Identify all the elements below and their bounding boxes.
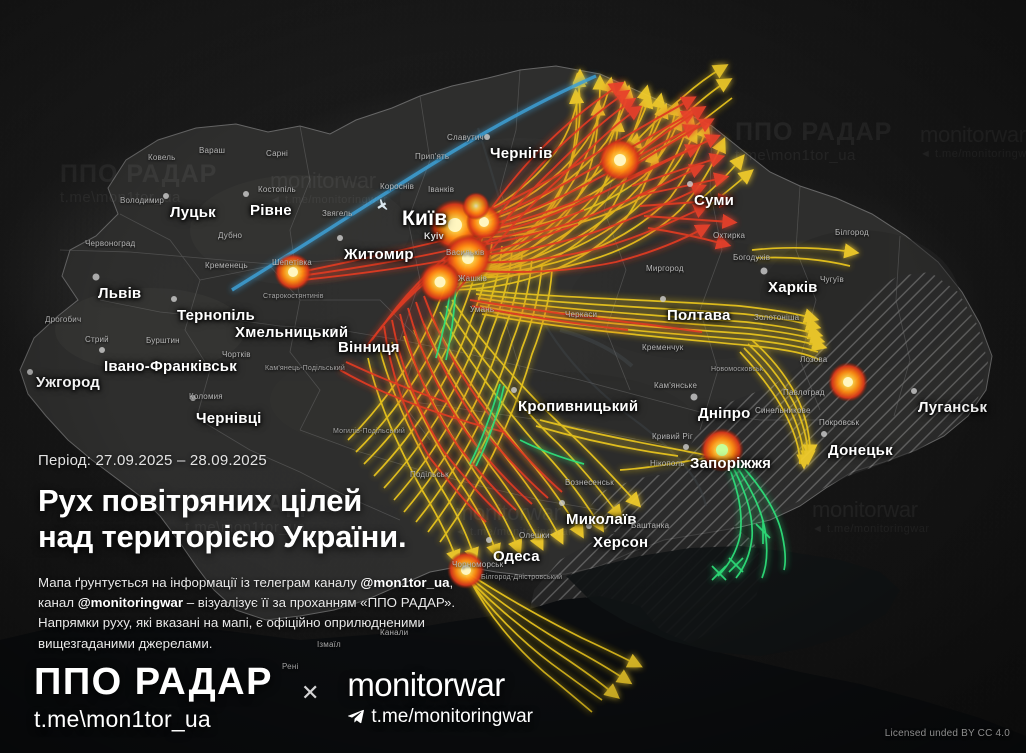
info-block: Період: 27.09.2025 – 28.09.2025 Рух пові… bbox=[38, 452, 458, 654]
impact-explosion bbox=[274, 253, 312, 291]
monitorwar-name: monitorwar bbox=[347, 666, 505, 703]
telegram-icon bbox=[348, 709, 365, 724]
impact-explosion bbox=[700, 428, 744, 472]
description-text: Мапа ґрунтується на інформації із телегр… bbox=[38, 574, 456, 651]
impact-explosion bbox=[419, 261, 461, 303]
impact-explosion bbox=[462, 192, 490, 220]
monitorwar-brand[interactable]: monitorwar t.me/monitoringwar bbox=[347, 668, 533, 726]
footer-branding: ППО РАДАР t.me\mon1tor_ua ✕ monitorwar t… bbox=[34, 663, 533, 731]
period-label: Період: 27.09.2025 – 28.09.2025 bbox=[38, 452, 267, 469]
impact-explosion bbox=[828, 362, 868, 402]
ppo-radar-name: ППО РАДАР bbox=[34, 661, 273, 703]
page-title: Рух повітряних цілей над територією Укра… bbox=[38, 483, 458, 555]
license-text: Licensed unded BY CC 4.0 bbox=[884, 728, 1010, 739]
collab-separator-icon: ✕ bbox=[300, 680, 320, 705]
impact-explosion bbox=[598, 138, 642, 182]
headline-line-1: Рух повітряних цілей bbox=[38, 483, 363, 518]
monitorwar-handle: t.me/monitoringwar bbox=[371, 706, 533, 727]
ppo-radar-brand[interactable]: ППО РАДАР t.me\mon1tor_ua bbox=[34, 663, 273, 731]
headline-line-2: над територією України. bbox=[38, 518, 407, 554]
ppo-radar-handle: t.me\mon1tor_ua bbox=[34, 706, 211, 732]
